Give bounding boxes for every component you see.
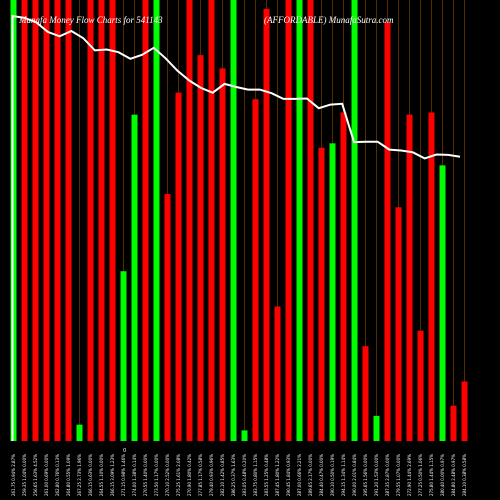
- x-tick-label: 295.65 1.56% 0.00%: [363, 454, 368, 496]
- x-tick-label: 284.10 0.38% 0.58%: [462, 454, 467, 496]
- bar: [142, 0, 149, 441]
- x-tick-label: 267.25 2.73% 1.96%: [77, 454, 82, 496]
- bar: [296, 0, 303, 441]
- bar: [362, 346, 369, 441]
- x-tick-label: 266.15 3.09% 1.23%: [110, 454, 115, 496]
- bar: [417, 330, 424, 441]
- x-tick-labels: 261.75 0.94% 2.87% 259.35 1.04% 0.00% 256.…: [11, 454, 467, 496]
- bar: [98, 0, 105, 441]
- x-tick-label: 277.25 0.50% 1.06%: [418, 454, 423, 496]
- bar: [43, 0, 50, 441]
- x-tick-label: 284.40 0.47% 0.00%: [319, 454, 324, 496]
- x-tick-label: 275.25 1.61% 2.08%: [176, 454, 181, 496]
- x-tick-label: 291.20 1.53% 0.00%: [374, 454, 379, 496]
- bar: [21, 0, 28, 441]
- x-tick-label: 287.45 1.80% 1.22%: [275, 454, 280, 496]
- x-tick-label: 283.55 1.25% 0.48%: [264, 454, 269, 496]
- x-tick-label: 286.25 0.37% 1.63%: [231, 454, 236, 496]
- x-tick-label: 290.00 2.01% 0.84%: [352, 454, 357, 496]
- bar: [32, 0, 39, 441]
- price-line: [11, 14, 461, 441]
- bar: [186, 0, 193, 441]
- bar: [219, 68, 226, 441]
- x-tick-label: 282.10 1.42% 0.85%: [220, 454, 225, 496]
- bar: [450, 405, 457, 441]
- x-tick-label: 279.40 0.93% 0.96%: [209, 454, 214, 496]
- bar: [274, 306, 281, 441]
- bar: [164, 194, 171, 441]
- money-flow-bars: [10, 0, 468, 442]
- bar: [76, 424, 83, 441]
- bar: [230, 0, 237, 441]
- bar: [120, 271, 127, 441]
- bar: [318, 147, 325, 442]
- x-tick-label: 287.35 2.87% 0.00%: [385, 454, 390, 496]
- x-tick-label: 264.55 1.10% 0.00%: [99, 454, 104, 496]
- bar: [384, 22, 391, 442]
- x-tick-label: 256.65 1.63% 4.52%: [33, 454, 38, 496]
- x-tick-label: 270.55 1.40% 0.00%: [143, 454, 148, 496]
- x-tick-label: 283.05 0.48% 0.20%: [242, 454, 247, 496]
- bar: [307, 0, 314, 441]
- x-tick-label: 284.80 2.48% 0.97%: [451, 454, 456, 496]
- x-tick-label: 270.90 1.80% 0.42%: [187, 454, 192, 496]
- bar: [439, 165, 446, 441]
- x-tick-label: 270.10 2.52% 0.00%: [165, 454, 170, 496]
- bar: [197, 55, 204, 441]
- x-tick-label: 294.15 1.34% 1.14%: [341, 454, 346, 496]
- x-tick-label: 289.65 2.17% 0.00%: [308, 454, 313, 496]
- x-tick-label: 290.45 1.84% 0.93%: [286, 454, 291, 496]
- bar: [351, 0, 358, 441]
- bar: [153, 0, 160, 441]
- x-tick-label: 272.90 1.44% 2.69%: [407, 454, 412, 496]
- bar: [428, 112, 435, 441]
- bar: [65, 0, 72, 441]
- x-tick-label: 290.10 0.50% 0.19%: [330, 454, 335, 496]
- x-tick-label: 261.00 0.69% 0.00%: [44, 454, 49, 496]
- x-tick-label: 266.15 0.63% 0.00%: [88, 454, 93, 496]
- bar: [54, 0, 61, 441]
- x-tick-label: 283.75 0.80% 1.15%: [253, 454, 258, 496]
- x-tick-label: 277.85 1.17% 0.58%: [198, 454, 203, 496]
- bar: [131, 114, 138, 441]
- x-tick-label: 280.40 0.00% 0.97%: [440, 454, 445, 496]
- x-tick-label: 287.00 0.66% 2.21%: [297, 454, 302, 496]
- bar: [208, 0, 215, 441]
- chart-title: Munafa Money Flow Charts for 541143: [18, 15, 163, 25]
- bar: [241, 430, 248, 441]
- bar: [87, 0, 94, 441]
- x-tick-label: 271.15 0.98% 1.46%: [121, 454, 126, 496]
- bar: [252, 99, 259, 441]
- bar: [329, 143, 336, 441]
- bar: [406, 114, 413, 441]
- zero-axis-label: 0: [123, 448, 126, 454]
- bar: [461, 381, 468, 441]
- bar: [109, 0, 116, 441]
- bar: [175, 92, 182, 442]
- x-tick-label: 259.35 1.04% 0.00%: [22, 454, 27, 496]
- x-tick-label: 275.80 1.44% 1.15%: [429, 454, 434, 496]
- x-tick-label: 264.80 0.55% 1.09%: [66, 454, 71, 496]
- x-tick-label: 261.75 0.94% 2.87%: [11, 454, 16, 496]
- bar: [395, 207, 402, 441]
- x-tick-label: 262.80 0.76% 0.13%: [55, 454, 60, 496]
- bar: [340, 112, 347, 441]
- bar: [263, 8, 270, 441]
- bar: [373, 415, 380, 441]
- x-tick-label: 279.55 1.07% 0.00%: [396, 454, 401, 496]
- x-tick-label: 273.50 1.17% 0.00%: [154, 454, 159, 496]
- bar: [285, 0, 292, 441]
- chart-subtitle: (AFFORDABLE) MunafaSutra.com: [264, 15, 394, 25]
- x-tick-label: 274.00 1.38% 0.14%: [132, 454, 137, 496]
